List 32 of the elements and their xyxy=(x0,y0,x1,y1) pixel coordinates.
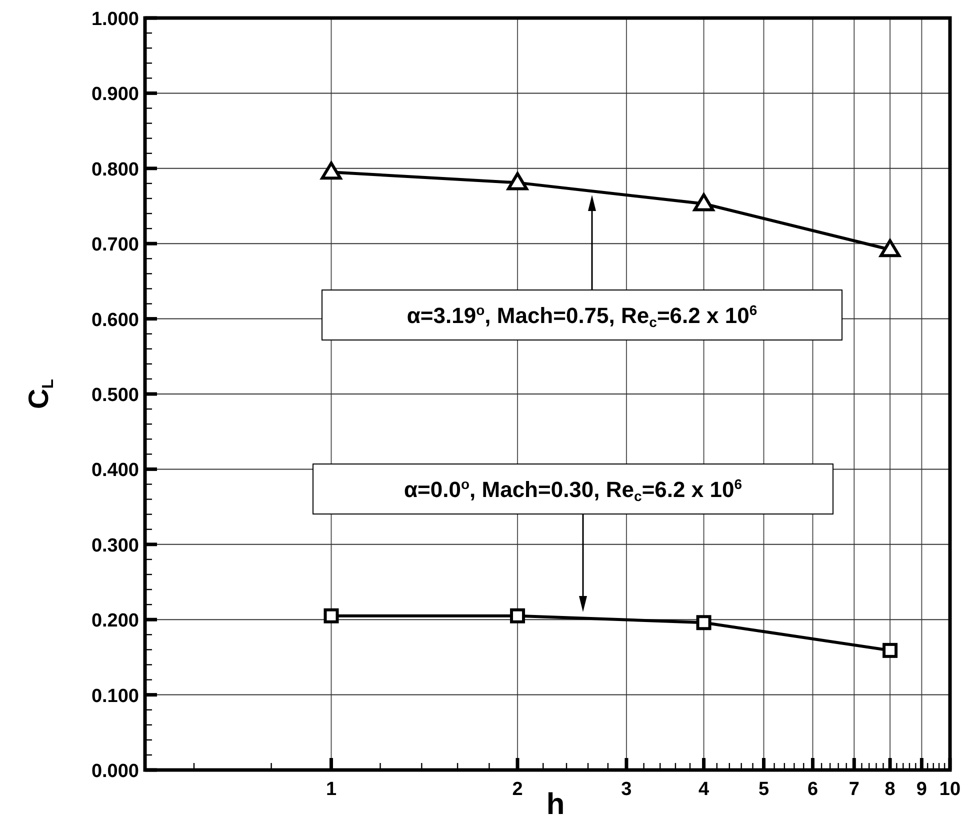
x-tick-label: 2 xyxy=(512,779,523,800)
x-tick-label: 10 xyxy=(939,779,961,800)
point xyxy=(507,172,528,190)
point xyxy=(320,162,342,180)
annotation: α=0.0$^{o}$, Mach=0.30, Re$_{c}$=6.2 x 10$^{6}$ xyxy=(404,476,742,504)
point xyxy=(880,239,901,258)
x-tick-label: 9 xyxy=(916,779,927,800)
x-tick-label: 6 xyxy=(807,779,818,800)
x-tick-label: 7 xyxy=(848,779,860,800)
x-axis-title: h xyxy=(546,788,565,819)
point xyxy=(510,608,526,624)
point xyxy=(324,608,339,624)
y-tick-label: 0.700 xyxy=(91,234,139,256)
annotation: α=3.19$^{o}$, Mach=0.75, Re$_{c}$=6.2 x 10$^{6}$ xyxy=(406,302,758,330)
x-tick-label: 5 xyxy=(758,779,770,800)
point xyxy=(696,615,712,630)
y-tick-label: 0.100 xyxy=(91,686,139,707)
x-tick-label: 4 xyxy=(698,779,710,800)
y-tick-label: 0.800 xyxy=(91,159,139,180)
x-tick-label: 8 xyxy=(884,779,896,800)
x-tick-label: 1 xyxy=(326,779,337,800)
y-tick-label: 0.200 xyxy=(91,610,139,632)
point xyxy=(882,642,898,658)
y-tick-label: 0.300 xyxy=(91,535,139,556)
y-tick-label: 0.400 xyxy=(91,460,139,482)
y-tick-label: 0.600 xyxy=(91,310,139,331)
y-tick-label: 1.000 xyxy=(91,9,139,30)
y-tick-label: 0.900 xyxy=(91,84,139,106)
point xyxy=(693,193,714,212)
x-tick-label: 3 xyxy=(621,779,632,800)
y-tick-label: 0.500 xyxy=(91,385,139,406)
y-tick-label: 0.000 xyxy=(91,761,139,782)
